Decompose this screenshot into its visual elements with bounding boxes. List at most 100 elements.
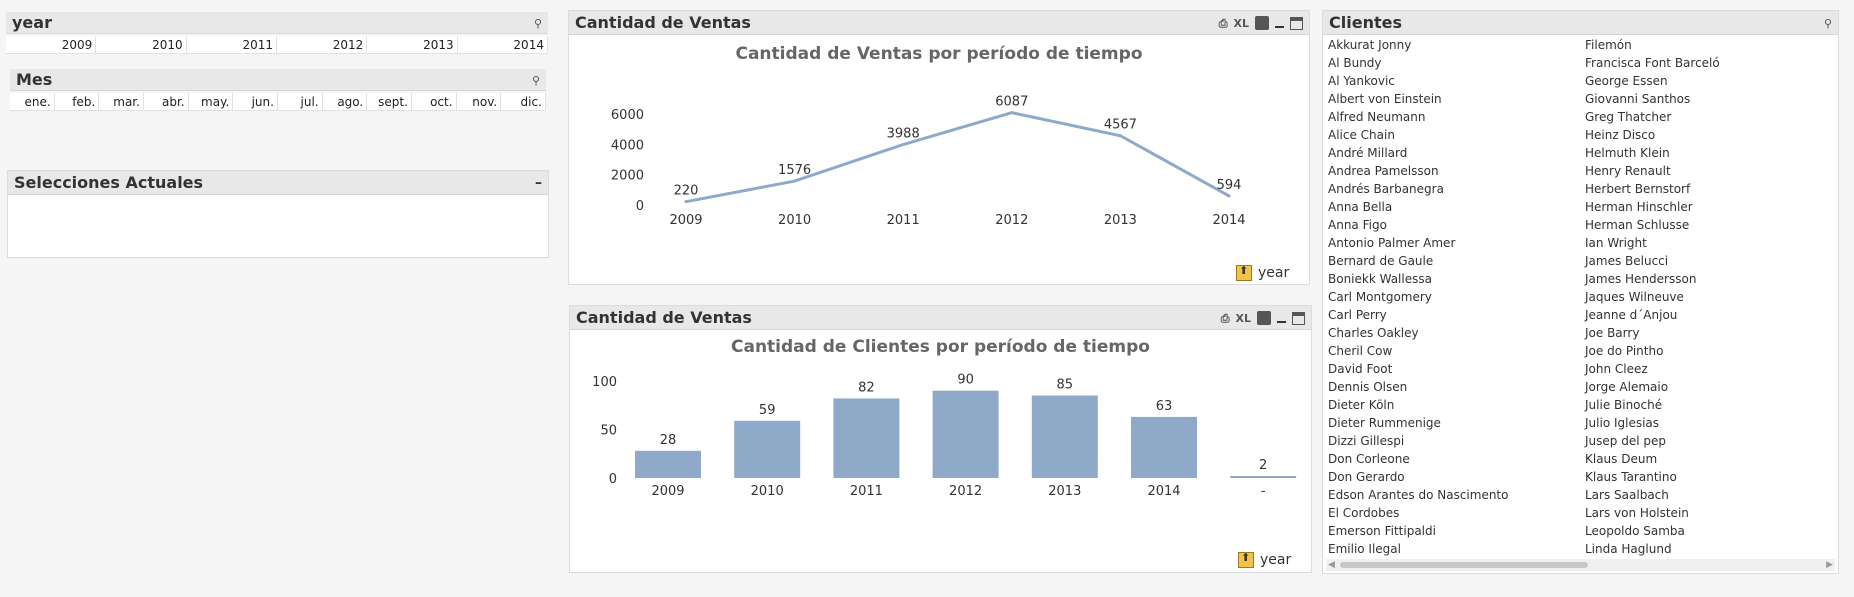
- client-list-item[interactable]: Klaus Deum: [1585, 452, 1658, 466]
- client-list-item[interactable]: Boniekk Wallessa: [1328, 272, 1432, 286]
- client-list-item[interactable]: Francisca Font Barceló: [1585, 56, 1720, 70]
- client-list-item[interactable]: Al Bundy: [1328, 56, 1382, 70]
- minimize-icon[interactable]: –: [535, 175, 542, 191]
- client-list-item[interactable]: Andrea Pamelsson: [1328, 164, 1439, 178]
- scroll-right-icon[interactable]: ▶: [1826, 560, 1833, 570]
- client-list-item[interactable]: Antonio Palmer Amer: [1328, 236, 1456, 250]
- client-list-item[interactable]: Jusep del pep: [1585, 434, 1666, 448]
- client-list-item[interactable]: Dizzi Gillespi: [1328, 434, 1405, 448]
- mes-value[interactable]: sept.: [367, 93, 412, 111]
- client-list-item[interactable]: Lars von Holstein: [1585, 506, 1689, 520]
- client-list-item[interactable]: Charles Oakley: [1328, 326, 1419, 340]
- client-list-item[interactable]: Joe do Pintho: [1585, 344, 1664, 358]
- client-list-item[interactable]: Heinz Disco: [1585, 128, 1656, 142]
- client-list-item[interactable]: Edson Arantes do Nascimento: [1328, 488, 1509, 502]
- client-list-item[interactable]: Bernard de Gaule: [1328, 254, 1434, 268]
- client-list-item[interactable]: Don Corleone: [1328, 452, 1410, 466]
- mes-value[interactable]: may.: [188, 93, 234, 111]
- year-value[interactable]: 2013: [367, 36, 458, 54]
- client-list-item[interactable]: James Belucci: [1585, 254, 1669, 268]
- mes-value[interactable]: feb.: [54, 93, 100, 111]
- client-list-item[interactable]: Don Gerardo: [1328, 470, 1405, 484]
- clientes-chart-caption[interactable]: Cantidad de Ventas ⎙ XL: [570, 306, 1311, 330]
- mes-value[interactable]: dic.: [501, 93, 546, 111]
- client-list-item[interactable]: Jaques Wilneuve: [1585, 290, 1684, 304]
- client-list-item[interactable]: Carl Montgomery: [1328, 290, 1432, 304]
- maximize-icon[interactable]: [1290, 16, 1303, 30]
- chart-type-icon[interactable]: [1257, 311, 1271, 325]
- client-list-item[interactable]: John Cleez: [1585, 362, 1648, 376]
- year-value[interactable]: 2011: [186, 36, 277, 54]
- mes-value[interactable]: mar.: [99, 93, 144, 111]
- minimize-icon[interactable]: [1277, 321, 1286, 323]
- ventas-chart-caption[interactable]: Cantidad de Ventas ⎙ XL: [569, 11, 1309, 35]
- minimize-icon[interactable]: [1275, 26, 1284, 28]
- client-list-item[interactable]: Dieter Köln: [1328, 398, 1395, 412]
- mes-value[interactable]: nov.: [456, 93, 502, 111]
- client-list-item[interactable]: David Foot: [1328, 362, 1393, 376]
- current-selections-caption[interactable]: Selecciones Actuales –: [8, 171, 548, 195]
- year-listbox-caption[interactable]: year ⚲: [6, 12, 548, 34]
- print-icon[interactable]: ⎙: [1220, 311, 1230, 325]
- year-value[interactable]: 2012: [276, 36, 368, 54]
- client-list-item[interactable]: George Essen: [1585, 74, 1668, 88]
- client-list-item[interactable]: Dennis Olsen: [1328, 380, 1408, 394]
- horizontal-scrollbar[interactable]: ◀ ▶: [1326, 559, 1835, 571]
- client-list-item[interactable]: Herbert Bernstorf: [1585, 182, 1691, 196]
- client-list-item[interactable]: Leopoldo Samba: [1585, 524, 1685, 538]
- client-list-item[interactable]: Filemón: [1585, 38, 1632, 52]
- print-icon[interactable]: ⎙: [1218, 16, 1228, 30]
- chart-type-icon[interactable]: [1255, 16, 1269, 30]
- mes-value[interactable]: ene.: [10, 93, 55, 111]
- dimension-cycle-button[interactable]: year: [1236, 264, 1289, 281]
- client-list-item[interactable]: Herman Hinschler: [1585, 200, 1693, 214]
- mes-value[interactable]: jun.: [233, 93, 278, 111]
- search-icon[interactable]: ⚲: [533, 16, 542, 30]
- client-list-item[interactable]: Al Yankovic: [1328, 74, 1395, 88]
- year-value[interactable]: 2009: [6, 36, 97, 54]
- client-list-item[interactable]: Andrés Barbanegra: [1328, 182, 1444, 196]
- client-list-item[interactable]: Dieter Rummenige: [1328, 416, 1441, 430]
- mes-value[interactable]: ago.: [322, 93, 368, 111]
- client-list-item[interactable]: Greg Thatcher: [1585, 110, 1672, 124]
- client-list-item[interactable]: Julio Iglesias: [1585, 416, 1660, 430]
- year-value[interactable]: 2010: [96, 36, 187, 54]
- client-list-item[interactable]: Albert von Einstein: [1328, 92, 1442, 106]
- client-list-item[interactable]: Joe Barry: [1585, 326, 1640, 340]
- client-list-item[interactable]: Ian Wright: [1585, 236, 1647, 250]
- client-list-item[interactable]: Emerson Fittipaldi: [1328, 524, 1436, 538]
- mes-listbox-caption[interactable]: Mes ⚲: [10, 69, 546, 91]
- client-list-item[interactable]: Giovanni Santhos: [1585, 92, 1691, 106]
- clientes-listbox-caption[interactable]: Clientes ⚲: [1323, 11, 1838, 35]
- xl-export-icon[interactable]: XL: [1235, 311, 1252, 325]
- client-list-item[interactable]: James Hendersson: [1585, 272, 1697, 286]
- client-list-item[interactable]: Jeanne d´Anjou: [1585, 308, 1678, 322]
- mes-value[interactable]: jul.: [277, 93, 323, 111]
- client-list-item[interactable]: Herman Schlusse: [1585, 218, 1690, 232]
- search-icon[interactable]: ⚲: [531, 73, 540, 87]
- xl-export-icon[interactable]: XL: [1233, 16, 1250, 30]
- dimension-cycle-button[interactable]: year: [1238, 551, 1291, 568]
- maximize-icon[interactable]: [1292, 311, 1305, 325]
- client-list-item[interactable]: Jorge Alemaio: [1585, 380, 1669, 394]
- year-value[interactable]: 2014: [457, 36, 548, 54]
- client-list-item[interactable]: André Millard: [1328, 146, 1408, 160]
- client-list-item[interactable]: Akkurat Jonny: [1328, 38, 1412, 52]
- client-list-item[interactable]: Julie Binoché: [1585, 398, 1663, 412]
- client-list-item[interactable]: Cheril Cow: [1328, 344, 1393, 358]
- client-list-item[interactable]: Anna Bella: [1328, 200, 1393, 214]
- mes-value[interactable]: oct.: [411, 93, 457, 111]
- scrollbar-thumb[interactable]: [1340, 562, 1588, 568]
- search-icon[interactable]: ⚲: [1823, 16, 1832, 30]
- mes-value[interactable]: abr.: [143, 93, 189, 111]
- client-list-item[interactable]: Emilio Ilegal: [1328, 542, 1401, 556]
- client-list-item[interactable]: Carl Perry: [1328, 308, 1387, 322]
- client-list-item[interactable]: Alice Chain: [1328, 128, 1395, 142]
- client-list-item[interactable]: Alfred Neumann: [1328, 110, 1426, 124]
- client-list-item[interactable]: El Cordobes: [1328, 506, 1400, 520]
- client-list-item[interactable]: Henry Renault: [1585, 164, 1671, 178]
- scroll-left-icon[interactable]: ◀: [1328, 560, 1335, 570]
- client-list-item[interactable]: Helmuth Klein: [1585, 146, 1670, 160]
- client-list-item[interactable]: Lars Saalbach: [1585, 488, 1669, 502]
- client-list-item[interactable]: Anna Figo: [1328, 218, 1387, 232]
